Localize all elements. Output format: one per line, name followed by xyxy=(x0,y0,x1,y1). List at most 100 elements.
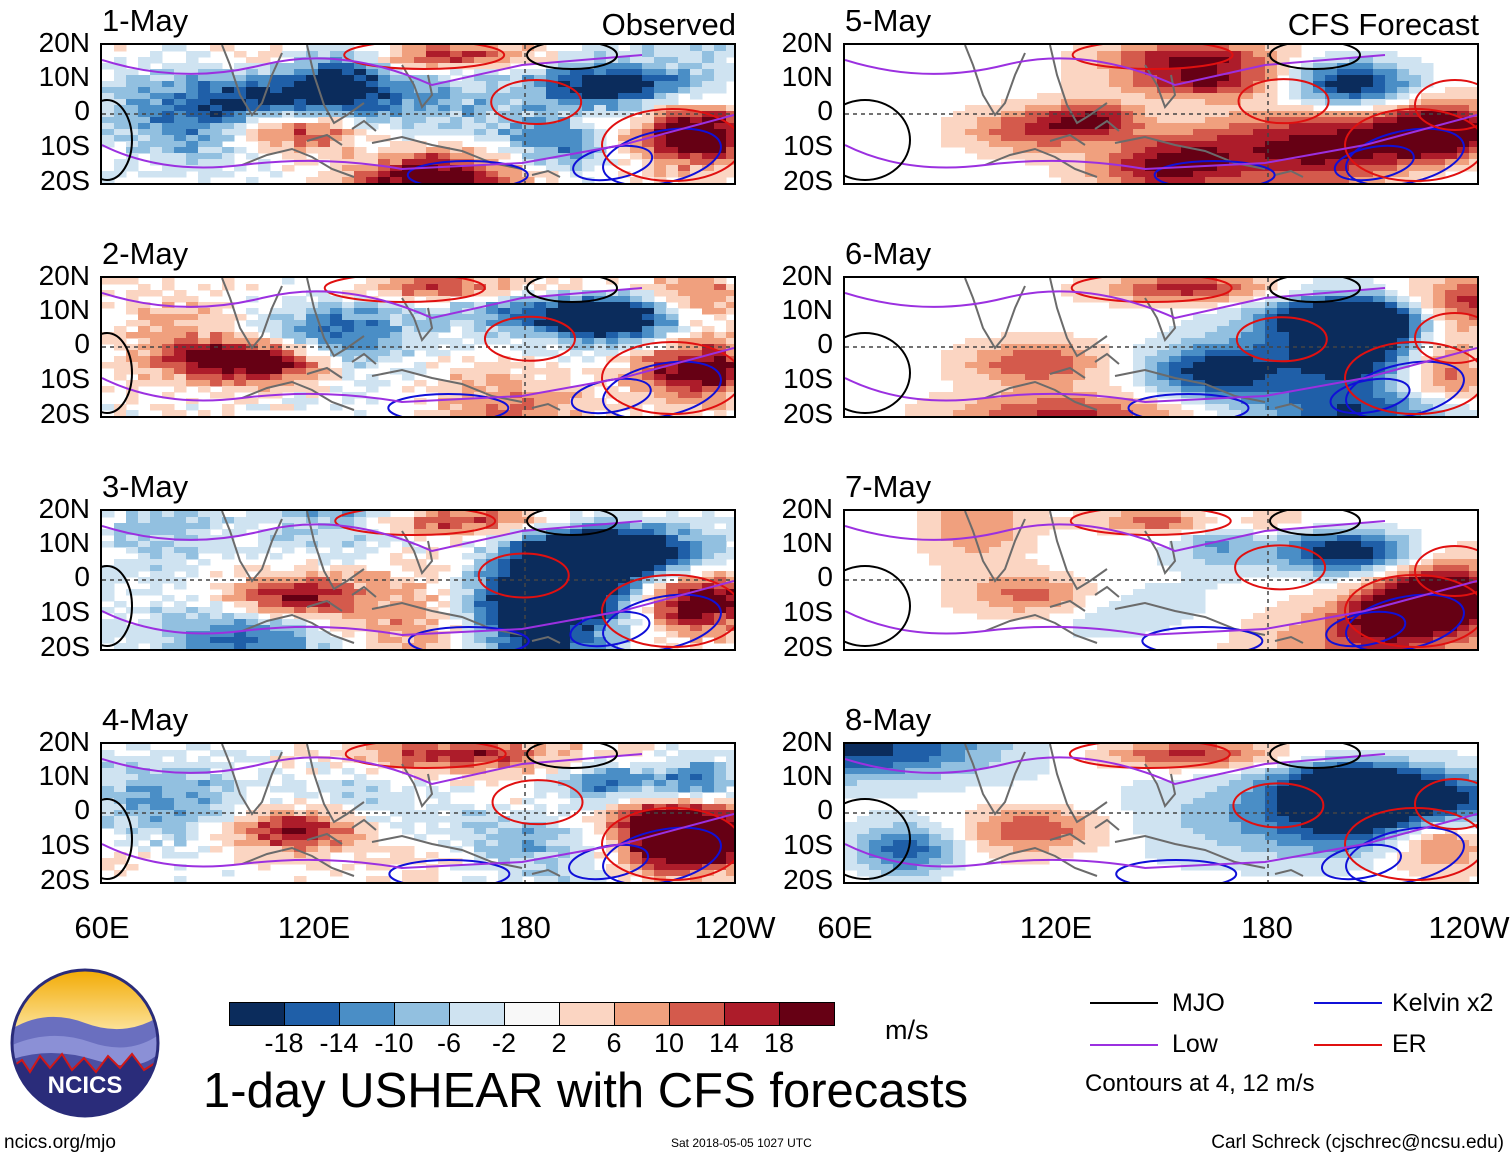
ushear-field-8-may xyxy=(845,744,1477,882)
panel-date-label: 8-May xyxy=(845,702,932,737)
legend-label-mjo: MJO xyxy=(1172,989,1225,1017)
lat-label: 10N xyxy=(38,760,90,791)
colorbar-tick-label: 10 xyxy=(653,1028,685,1058)
lat-label: 10S xyxy=(783,363,833,394)
legend-line-low xyxy=(1090,1044,1158,1046)
colorbar-swatch xyxy=(394,1002,450,1026)
lat-label: 0 xyxy=(817,794,833,825)
ncics-logo: NCICS xyxy=(10,968,160,1118)
lat-label: 20N xyxy=(38,493,90,524)
panel-date-label: 3-May xyxy=(102,469,189,504)
colorbar-tick-label: -14 xyxy=(319,1028,359,1058)
map-panel-2-may xyxy=(100,276,736,418)
panel-date-label: 7-May xyxy=(845,469,932,504)
figure-title: 1-day USHEAR with CFS forecasts xyxy=(203,1064,969,1118)
lat-label: 10S xyxy=(783,829,833,860)
lat-label: 0 xyxy=(817,95,833,126)
colorbar-tick-label: 14 xyxy=(708,1028,740,1058)
lat-label: 10N xyxy=(781,527,833,558)
lat-label: 10N xyxy=(38,61,90,92)
colorbar-swatch xyxy=(724,1002,780,1026)
legend-label-low: Low xyxy=(1172,1030,1218,1058)
lat-label: 0 xyxy=(817,328,833,359)
colorbar-tick-label: -6 xyxy=(436,1028,462,1058)
map-panel-6-may xyxy=(843,276,1479,418)
lat-label: 20N xyxy=(781,493,833,524)
lat-label: 10N xyxy=(38,527,90,558)
panel-date-label: 4-May xyxy=(102,702,189,737)
lat-label: 0 xyxy=(817,561,833,592)
colorbar-units: m/s xyxy=(885,1015,929,1045)
lat-label: 20N xyxy=(38,27,90,58)
colorbar-swatch xyxy=(614,1002,670,1026)
lat-label: 10S xyxy=(40,130,90,161)
lat-label: 20S xyxy=(783,864,833,895)
lat-label: 10N xyxy=(781,61,833,92)
map-panel-7-may xyxy=(843,509,1479,651)
ushear-field-1-may xyxy=(102,45,734,183)
lat-label: 10S xyxy=(783,596,833,627)
ushear-field-4-may xyxy=(102,744,734,882)
lat-label: 20N xyxy=(781,726,833,757)
ushear-field-3-may xyxy=(102,511,734,649)
panel-date-label: 6-May xyxy=(845,236,932,271)
map-panel-5-may xyxy=(843,43,1479,185)
lon-label-left-180: 180 xyxy=(499,910,551,945)
legend-line-er xyxy=(1314,1044,1382,1046)
lat-label: 10S xyxy=(783,130,833,161)
lat-label: 20S xyxy=(40,631,90,662)
lat-label: 10S xyxy=(40,363,90,394)
lon-label-right-120w: 120W xyxy=(1428,910,1510,945)
lat-label: 20N xyxy=(781,27,833,58)
footer-url: ncics.org/mjo xyxy=(4,1132,116,1153)
lat-label: 0 xyxy=(74,561,90,592)
lon-label-left-120w: 120W xyxy=(694,910,776,945)
ushear-field-2-may xyxy=(102,278,734,416)
colorbar-tick-label: 18 xyxy=(763,1028,795,1058)
footer-author: Carl Schreck (cjschrec@ncsu.edu) xyxy=(1211,1132,1504,1153)
colorbar-tick-label: 2 xyxy=(551,1028,567,1058)
colorbar-swatch xyxy=(504,1002,560,1026)
observed-title: Observed xyxy=(601,7,736,42)
map-panel-8-may xyxy=(843,742,1479,884)
lat-label: 20S xyxy=(40,864,90,895)
lat-label: 20N xyxy=(38,726,90,757)
footer-timestamp: Sat 2018-05-05 1027 UTC xyxy=(671,1136,812,1150)
ushear-field-7-may xyxy=(845,511,1477,649)
forecast-title: CFS Forecast xyxy=(1287,7,1479,42)
lon-label-left-120e: 120E xyxy=(277,910,351,945)
lat-label: 10N xyxy=(38,294,90,325)
lon-label-right-60e: 60E xyxy=(817,910,873,945)
colorbar-swatch xyxy=(229,1002,285,1026)
colorbar-tick-label: -2 xyxy=(491,1028,517,1058)
ushear-field-5-may xyxy=(845,45,1477,183)
colorbar-swatch xyxy=(559,1002,615,1026)
lat-label: 0 xyxy=(74,95,90,126)
colorbar-tick-label: 6 xyxy=(606,1028,622,1058)
lat-label: 20S xyxy=(40,398,90,429)
lat-label: 10S xyxy=(40,829,90,860)
lat-label: 20S xyxy=(783,165,833,196)
lat-label: 0 xyxy=(74,328,90,359)
colorbar-swatch xyxy=(284,1002,340,1026)
map-panel-1-may xyxy=(100,43,736,185)
lon-label-right-180: 180 xyxy=(1241,910,1293,945)
lat-label: 20N xyxy=(781,260,833,291)
logo-text: NCICS xyxy=(48,1072,123,1099)
lat-label: 20S xyxy=(783,398,833,429)
legend-line-kelvin xyxy=(1314,1002,1382,1004)
lat-label: 20N xyxy=(38,260,90,291)
lat-label: 10S xyxy=(40,596,90,627)
panel-date-label: 1-May xyxy=(102,3,189,38)
lon-label-left-60e: 60E xyxy=(74,910,130,945)
map-panel-3-may xyxy=(100,509,736,651)
legend-line-mjo xyxy=(1090,1002,1158,1004)
map-panel-4-may xyxy=(100,742,736,884)
colorbar-swatch xyxy=(779,1002,835,1026)
colorbar-swatch xyxy=(339,1002,395,1026)
ushear-field-6-may xyxy=(845,278,1477,416)
panel-date-label: 2-May xyxy=(102,236,189,271)
lat-label: 0 xyxy=(74,794,90,825)
lat-label: 10N xyxy=(781,294,833,325)
panel-date-label: 5-May xyxy=(845,3,932,38)
